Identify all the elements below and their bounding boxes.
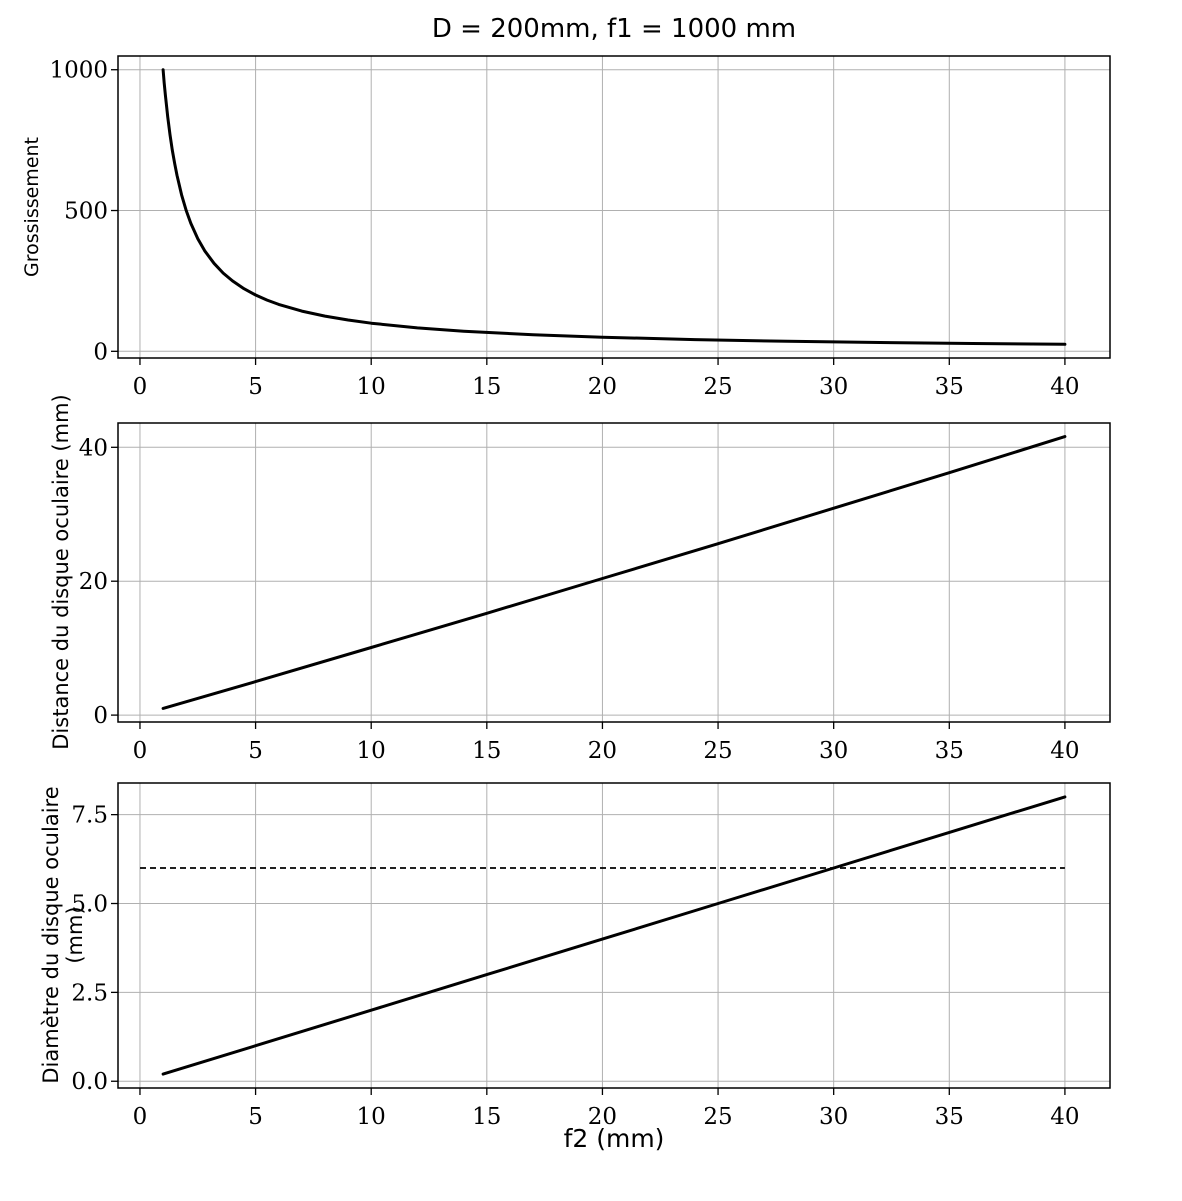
- x-tick-label: 20: [588, 374, 617, 400]
- x-tick-label: 10: [357, 374, 386, 400]
- series-grossissement: [161, 68, 1067, 346]
- x-tick-label: 40: [1050, 1104, 1079, 1130]
- x-tick-label: 35: [935, 738, 964, 764]
- xlabel-f2: f2 (mm): [563, 1124, 665, 1153]
- panel-2: 0 5 10 15 20 25 30 35 40 0 20 40: [79, 422, 1111, 764]
- series-distance-disque-oculaire: [161, 435, 1067, 710]
- y-tick-label: 7.5: [71, 803, 108, 829]
- x-tick-label: 5: [248, 1104, 263, 1130]
- figure-title: D = 200mm, f1 = 1000 mm: [431, 14, 797, 44]
- x-tick-label: 15: [472, 374, 501, 400]
- x-tick-label: 0: [133, 374, 148, 400]
- x-tick-label: 5: [248, 374, 263, 400]
- y-tick-label: 5.0: [71, 892, 108, 918]
- x-tick-label: 20: [588, 1104, 617, 1130]
- x-tick-label: 35: [935, 374, 964, 400]
- y-tick-label: 2.5: [71, 980, 108, 1006]
- y-tick-label: 1000: [49, 58, 108, 84]
- panel-1: 0 5 10 15 20 25 30 35 40 0 500 1000: [49, 55, 1111, 400]
- y-tick-label: 500: [64, 199, 108, 225]
- x-tick-label: 0: [133, 738, 148, 764]
- x-tick-label: 30: [819, 374, 848, 400]
- x-tick-label: 25: [703, 1104, 732, 1130]
- x-tick-label: 5: [248, 738, 263, 764]
- x-tick-label: 15: [472, 1104, 501, 1130]
- axes-frame: [117, 422, 1111, 723]
- series-diametre-disque-oculaire: [161, 795, 1067, 1076]
- x-tick-label: 40: [1050, 374, 1079, 400]
- x-tick-label: 30: [819, 738, 848, 764]
- x-tick-label: 40: [1050, 738, 1079, 764]
- x-tick-label: 15: [472, 738, 501, 764]
- x-tick-label: 20: [588, 738, 617, 764]
- x-tick-label: 25: [703, 738, 732, 764]
- y-tick-label: 0: [93, 703, 108, 729]
- x-tick-label: 0: [133, 1104, 148, 1130]
- x-tick-label: 35: [935, 1104, 964, 1130]
- x-tick-label: 10: [357, 1104, 386, 1130]
- axes-frame: [117, 782, 1111, 1089]
- y-tick-label: 0.0: [71, 1069, 108, 1095]
- axes-frame: [117, 55, 1111, 359]
- y-tick-label: 0: [93, 339, 108, 365]
- x-tick-label: 30: [819, 1104, 848, 1130]
- y-tick-label: 40: [79, 435, 108, 461]
- x-tick-label: 25: [703, 374, 732, 400]
- x-tick-label: 10: [357, 738, 386, 764]
- panel-3: 0 5 10 15 20 25 30 35 40 0.0 2.5 5.0 7.5: [71, 782, 1111, 1130]
- y-tick-label: 20: [79, 569, 108, 595]
